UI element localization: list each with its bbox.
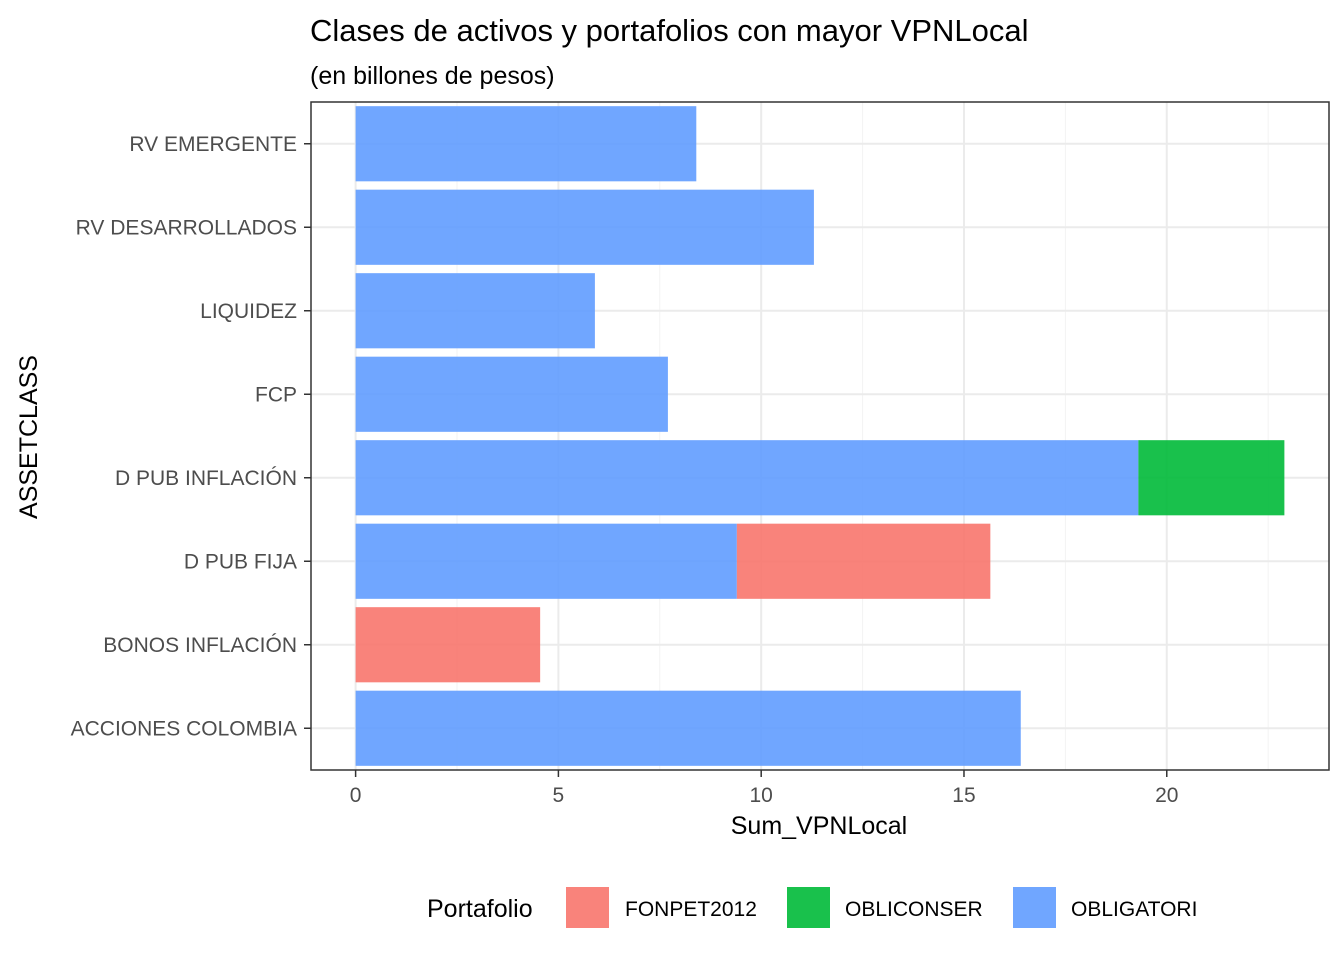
x-tick-label: 10 [750, 784, 773, 807]
y-axis-title: ASSETCLASS [15, 355, 43, 519]
x-tick-label: 20 [1155, 784, 1178, 807]
plot-bars [355, 106, 1285, 766]
bar-obliconser [1138, 440, 1285, 516]
y-axis: ACCIONES COLOMBIA BONOS INFLACIÓN D PUB FI… [71, 133, 311, 740]
y-tick-label: RV DESARROLLADOS [76, 216, 297, 239]
y-tick-label: D PUB FIJA [184, 550, 297, 573]
x-tick-label: 0 [350, 784, 362, 807]
y-tick-label: BONOS INFLACIÓN [103, 634, 297, 657]
legend-label: OBLIGATORI [1071, 898, 1197, 921]
bar-obligatori [355, 106, 697, 182]
legend-label: FONPET2012 [625, 898, 757, 921]
legend-key-obligatori [1013, 887, 1056, 928]
legend-key-fonpet2012 [566, 887, 609, 928]
x-tick-label: 15 [952, 784, 975, 807]
plot-panel-border [310, 101, 1330, 771]
bar-obligatori [355, 690, 1021, 766]
chart-title: Clases de activos y portafolios con mayo… [310, 13, 1029, 48]
legend-title: Portafolio [427, 895, 533, 923]
legend-key-obliconser [787, 887, 830, 928]
bar-fonpet2012 [355, 607, 541, 683]
bar-obligatori [355, 356, 668, 432]
y-tick-label: FCP [255, 383, 297, 406]
bar-obligatori [355, 189, 814, 265]
y-tick-label: LIQUIDEZ [200, 300, 297, 323]
bar-obligatori [355, 440, 1139, 516]
legend-label: OBLICONSER [845, 898, 983, 921]
legend: Portafolio FONPET2012 OBLICONSER OBLIGATOR… [427, 887, 1197, 928]
y-tick-label: RV EMERGENTE [129, 133, 297, 156]
bar-fonpet2012 [736, 523, 991, 599]
chart-subtitle: (en billones de pesos) [310, 62, 555, 90]
x-axis-title: Sum_VPNLocal [731, 812, 907, 840]
bar-obligatori [355, 273, 595, 349]
bar-obligatori [355, 523, 737, 599]
x-axis: 0 5 10 15 20 [350, 770, 1178, 807]
x-tick-label: 5 [553, 784, 565, 807]
y-tick-label: ACCIONES COLOMBIA [71, 717, 297, 740]
y-tick-label: D PUB INFLACIÓN [115, 467, 297, 490]
